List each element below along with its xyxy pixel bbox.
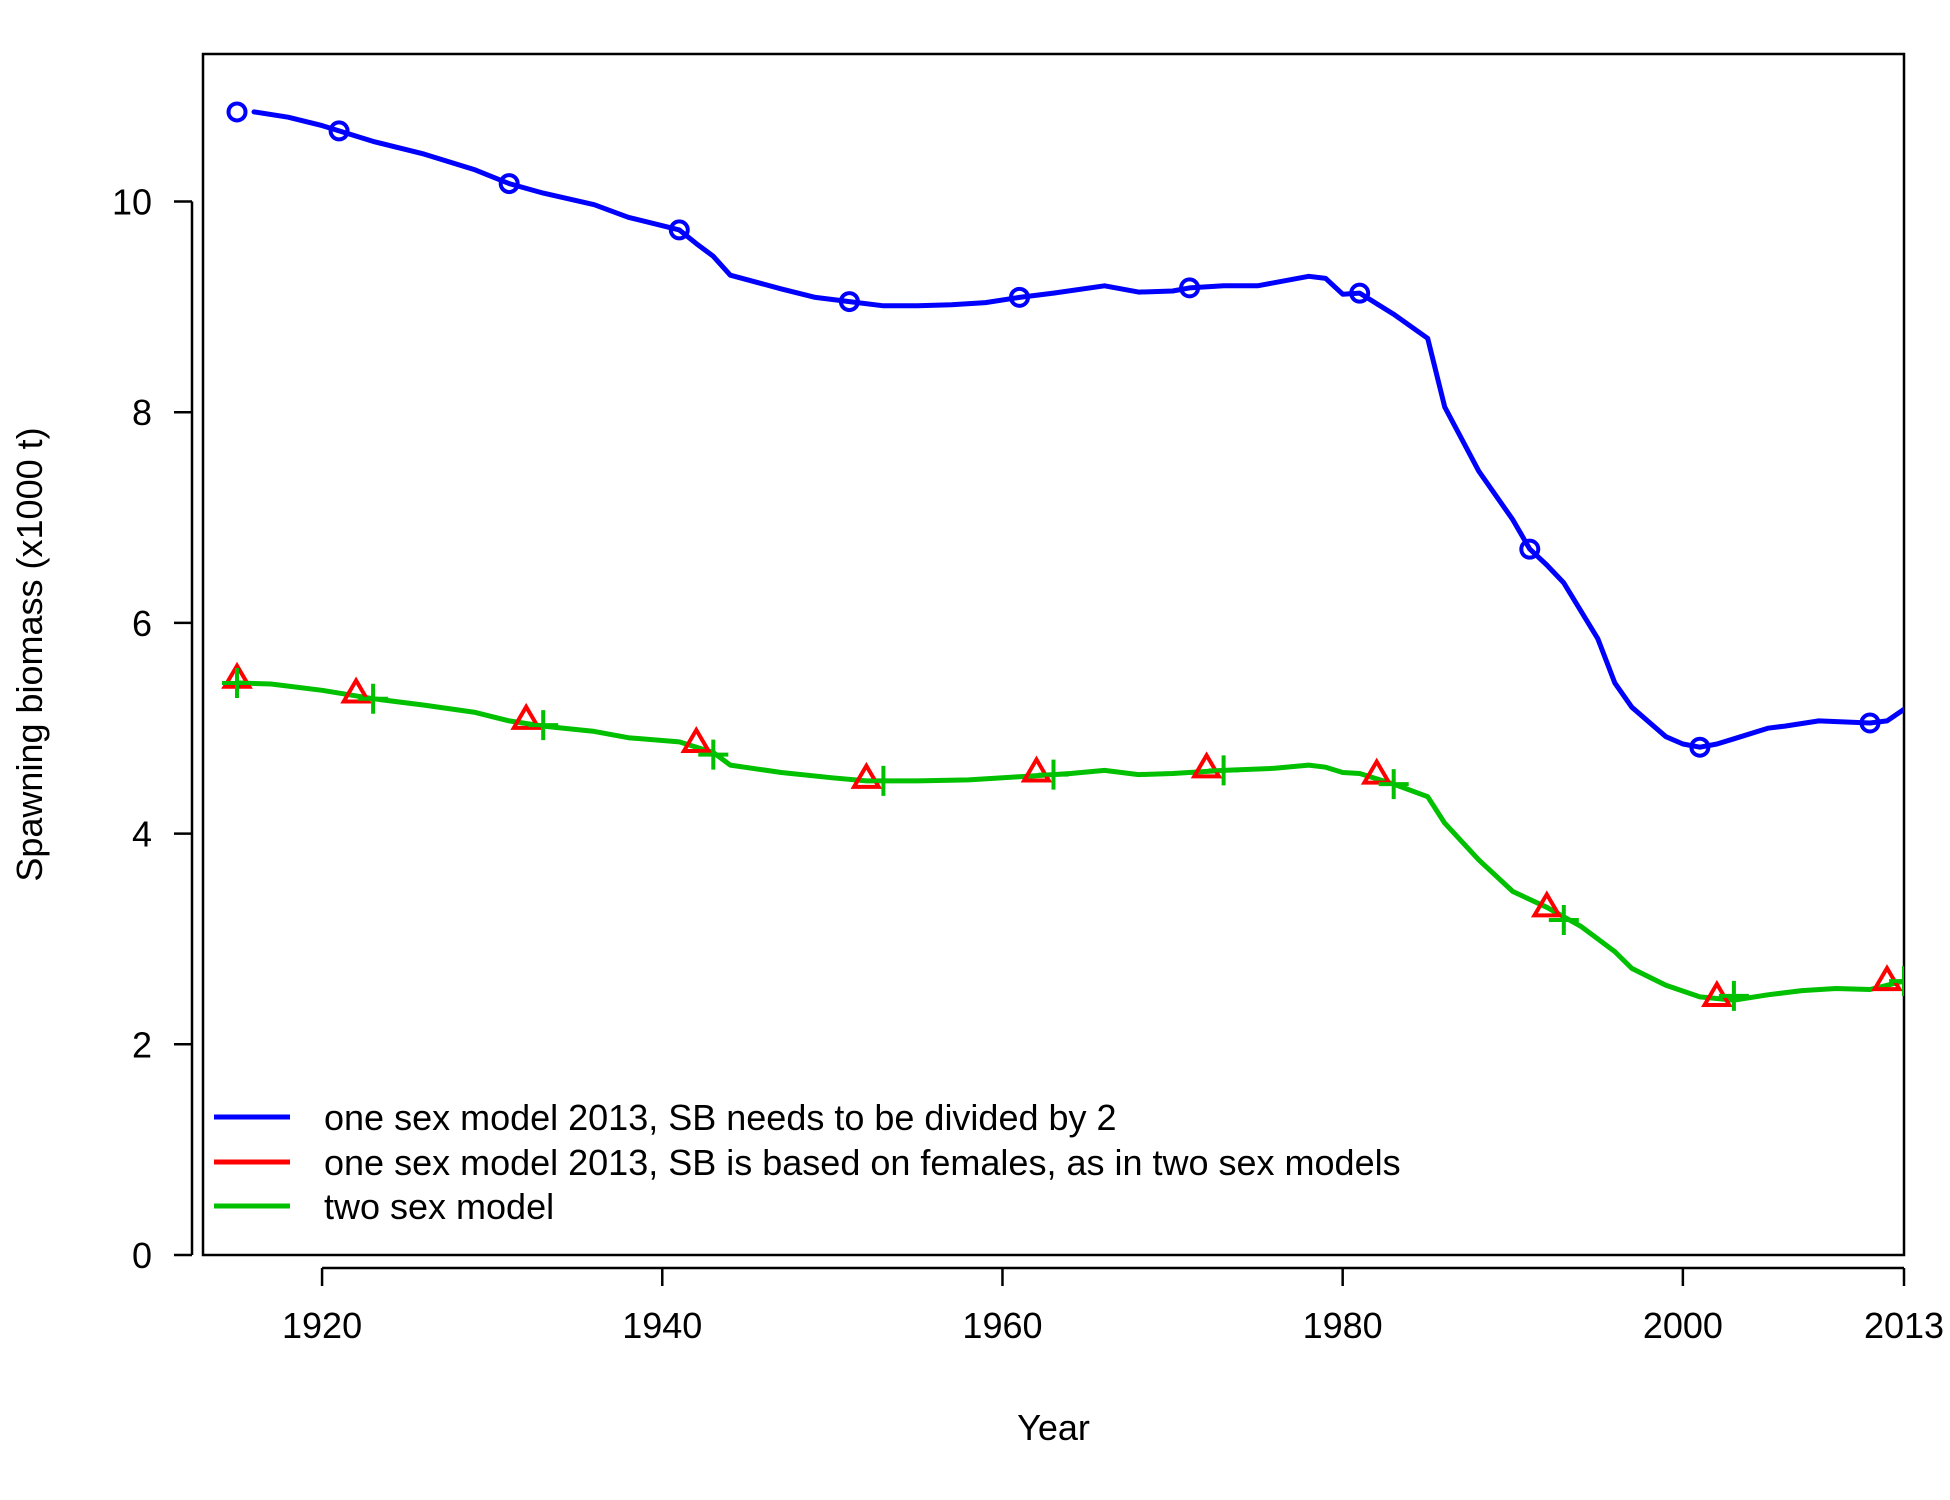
series-1-marker [1190,751,1223,779]
series-0-marker [1689,736,1711,758]
plot-frame [201,52,1906,1257]
y-tick-label: 8 [132,392,152,433]
y-tick-label: 2 [132,1024,152,1065]
series-1-marker [340,676,372,704]
series-line-2 [234,680,1904,1003]
series-2-marker [1548,904,1579,935]
series-0-marker [1179,277,1201,299]
series-2-marker [868,765,899,796]
series-2-marker [222,667,253,698]
series-2-marker [1718,980,1749,1011]
y-tick-label: 6 [132,603,152,644]
series-0-marker [1519,538,1541,560]
x-axis-title: Year [1017,1407,1090,1448]
series-line-0 [251,109,1904,750]
series-2-marker [1208,755,1239,786]
series-2-marker [1378,769,1409,800]
series-1-marker [1530,890,1563,918]
x-tick-label: 2000 [1643,1305,1723,1346]
y-tick-label: 0 [132,1235,152,1276]
axes: 1920 1940 1960 1980 2000 2013 0 2 4 6 8 10 [112,181,1944,1346]
series-1-marker [850,761,883,789]
x-tick-label: 1980 [1303,1305,1383,1346]
series-1-marker [510,702,543,730]
legend-label-2: two sex model [324,1186,554,1227]
y-axis-title: Spawning biomass (x1000 t) [9,427,50,881]
series-0-marker [498,173,520,195]
series-0-marker [1008,286,1030,308]
series-markers [221,101,1904,1011]
series-1-marker [1871,964,1903,992]
plot-border [201,52,1906,1257]
series-2-marker [528,710,559,741]
series-0-marker [226,101,248,123]
y-tick-label: 4 [132,814,152,855]
x-tick-label: 1960 [962,1305,1042,1346]
series-0-marker [838,291,860,313]
legend: one sex model 2013, SB needs to be divid… [214,1097,1401,1227]
x-tick-label: 1940 [622,1305,702,1346]
series-2-marker [1889,966,1904,997]
series-0-marker [668,219,690,241]
x-tick-label: 1920 [282,1305,362,1346]
series-1-marker [1360,757,1393,785]
series-0-marker [328,120,350,142]
series-1-marker [680,726,713,754]
y-tick-label: 10 [112,181,152,222]
series-0-marker [1349,282,1371,304]
series-2-marker [1038,759,1069,790]
series-2-marker [358,683,389,714]
series-0-marker [1859,712,1881,734]
series-2-marker [698,739,729,770]
series-1-marker [1020,755,1053,783]
legend-label-1: one sex model 2013, SB is based on femal… [324,1142,1401,1183]
legend-label-0: one sex model 2013, SB needs to be divid… [324,1097,1117,1138]
x-tick-label: 2013 [1864,1305,1944,1346]
series-lines [234,109,1904,1003]
